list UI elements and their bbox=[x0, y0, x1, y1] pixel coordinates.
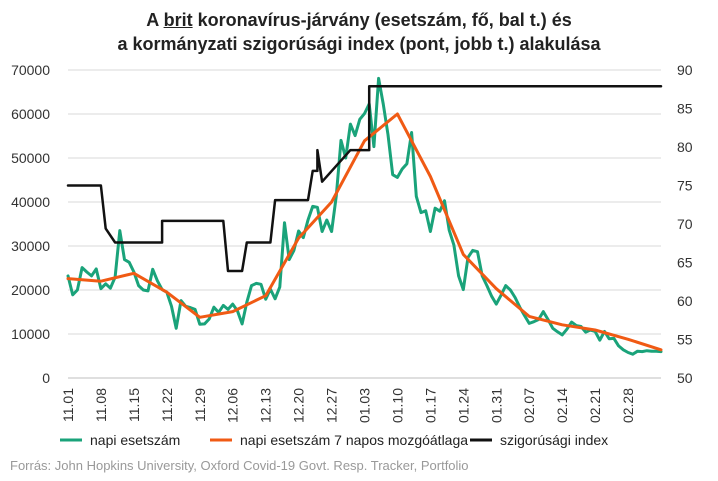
y-right-tick-label: 90 bbox=[677, 62, 693, 78]
x-tick-label: 11.29 bbox=[192, 388, 208, 422]
y-left-tick-label: 0 bbox=[42, 370, 50, 386]
y-right-tick-label: 55 bbox=[677, 332, 693, 348]
chart-title-line1: A brit koronavírus-járvány (esetszám, fő… bbox=[0, 8, 718, 32]
x-tick-label: 12.20 bbox=[291, 388, 307, 423]
x-tick-label: 01.10 bbox=[389, 388, 405, 423]
y-right-tick-label: 85 bbox=[677, 101, 693, 117]
y-left-tick-label: 40000 bbox=[11, 194, 50, 210]
x-tick-label: 11.01 bbox=[60, 388, 76, 422]
series-daily-cases bbox=[66, 76, 663, 356]
x-tick-label: 12.06 bbox=[225, 388, 241, 423]
x-tick-label: 01.03 bbox=[357, 388, 373, 423]
x-tick-label: 01.31 bbox=[488, 388, 504, 423]
x-tick-label: 12.27 bbox=[324, 388, 340, 423]
x-tick-label: 12.13 bbox=[258, 388, 274, 423]
y-left-tick-label: 20000 bbox=[11, 282, 50, 298]
y-left-tick-label: 50000 bbox=[11, 150, 50, 166]
series-stringency-index bbox=[66, 84, 663, 273]
legend-label: szigorúsági index bbox=[500, 432, 608, 448]
series-7day-average bbox=[66, 112, 663, 352]
x-tick-label: 02.21 bbox=[587, 388, 603, 423]
y-right-tick-label: 60 bbox=[677, 293, 693, 309]
x-tick-label: 01.17 bbox=[422, 388, 438, 423]
chart-title: A brit koronavírus-járvány (esetszám, fő… bbox=[0, 8, 718, 56]
x-tick-label: 01.24 bbox=[455, 388, 471, 423]
y-left-tick-label: 70000 bbox=[11, 62, 50, 78]
source-note: Forrás: John Hopkins University, Oxford … bbox=[10, 458, 469, 473]
chart-title-line2: a kormányzati szigorúsági index (pont, j… bbox=[117, 34, 601, 54]
y-left-tick-label: 30000 bbox=[11, 238, 50, 254]
y-right-tick-label: 70 bbox=[677, 216, 693, 232]
title-part: A bbox=[146, 10, 164, 30]
x-tick-label: 11.15 bbox=[126, 388, 142, 422]
title-link[interactable]: brit bbox=[163, 10, 193, 30]
x-tick-label: 02.14 bbox=[554, 388, 570, 423]
legend-label: napi esetszám bbox=[90, 432, 180, 448]
y-right-tick-label: 75 bbox=[677, 178, 693, 194]
x-tick-label: 11.08 bbox=[93, 388, 109, 422]
y-left-tick-label: 10000 bbox=[11, 326, 50, 342]
legend-label: napi esetszám 7 napos mozgóátlaga bbox=[240, 432, 468, 448]
y-right-tick-label: 65 bbox=[677, 255, 693, 271]
y-left-tick-label: 60000 bbox=[11, 106, 50, 122]
y-right-tick-label: 50 bbox=[677, 370, 693, 386]
title-part: koronavírus-járvány (esetszám, fő, bal t… bbox=[192, 10, 572, 30]
x-tick-label: 02.28 bbox=[620, 388, 636, 423]
y-right-tick-label: 80 bbox=[677, 139, 693, 155]
x-tick-label: 11.22 bbox=[159, 388, 175, 422]
x-tick-label: 02.07 bbox=[521, 388, 537, 423]
